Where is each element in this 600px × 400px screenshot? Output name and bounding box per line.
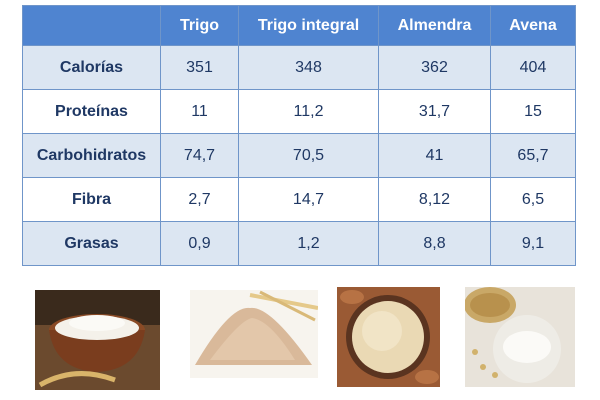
column-header: Avena	[490, 5, 576, 46]
corner-cell	[22, 5, 161, 46]
cell-value: 0,9	[160, 221, 239, 266]
header-row: Trigo Trigo integral Almendra Avena	[22, 5, 576, 46]
almond-flour-image	[337, 287, 440, 387]
row-label: Carbohidratos	[22, 133, 161, 178]
cell-value: 11	[160, 89, 239, 134]
cell-value: 9,1	[490, 221, 576, 266]
cell-value: 11,2	[238, 89, 379, 134]
row-label: Calorías	[22, 45, 161, 90]
cell-value: 31,7	[378, 89, 491, 134]
table-body: Calorías 351 348 362 404 Proteínas 11 11,2 31,7 1…	[22, 45, 576, 266]
table-row: Fibra 2,7 14,7 8,12 6,5	[22, 177, 576, 222]
cell-value: 351	[160, 45, 239, 90]
row-label: Proteínas	[22, 89, 161, 134]
cell-value: 1,2	[238, 221, 379, 266]
table-row: Grasas 0,9 1,2 8,8 9,1	[22, 221, 576, 266]
cell-value: 6,5	[490, 177, 576, 222]
cell-value: 14,7	[238, 177, 379, 222]
cell-value: 41	[378, 133, 491, 178]
nutrition-table: Trigo Trigo integral Almendra Avena Caloría…	[22, 5, 576, 266]
cell-value: 74,7	[160, 133, 239, 178]
whole-wheat-flour-image	[190, 290, 318, 378]
cell-value: 70,5	[238, 133, 379, 178]
row-label: Grasas	[22, 221, 161, 266]
cell-value: 2,7	[160, 177, 239, 222]
cell-value: 8,12	[378, 177, 491, 222]
cell-value: 15	[490, 89, 576, 134]
table-row: Proteínas 11 11,2 31,7 15	[22, 89, 576, 134]
row-label: Fibra	[22, 177, 161, 222]
cell-value: 404	[490, 45, 576, 90]
table-row: Carbohidratos 74,7 70,5 41 65,7	[22, 133, 576, 178]
oat-flour-image	[465, 287, 575, 387]
cell-value: 348	[238, 45, 379, 90]
column-header: Trigo integral	[238, 5, 379, 46]
wheat-flour-image	[35, 290, 160, 390]
cell-value: 8,8	[378, 221, 491, 266]
column-header: Trigo	[160, 5, 239, 46]
cell-value: 65,7	[490, 133, 576, 178]
column-header: Almendra	[378, 5, 491, 46]
cell-value: 362	[378, 45, 491, 90]
table-row: Calorías 351 348 362 404	[22, 45, 576, 90]
